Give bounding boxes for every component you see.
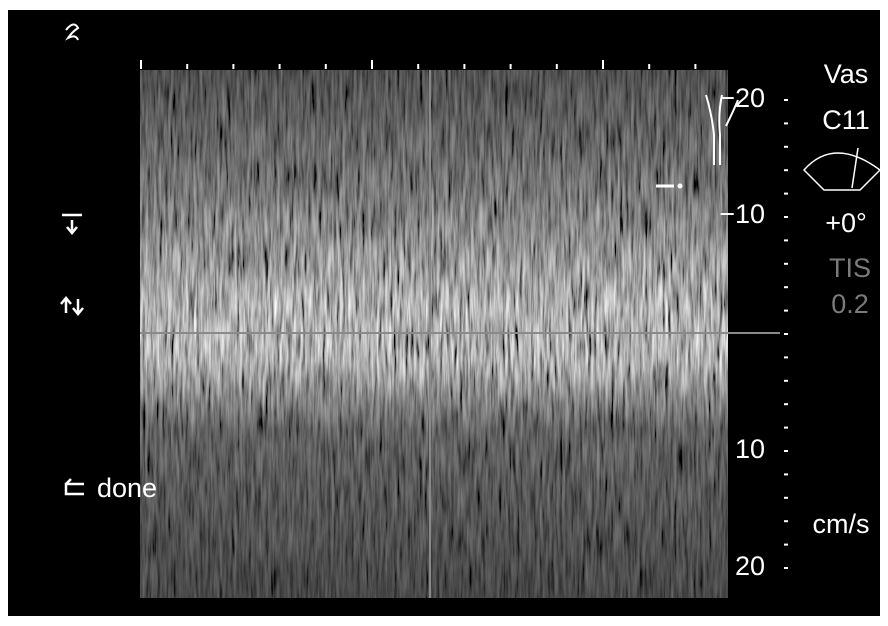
angle: +0° [825,208,867,238]
scale-label: 20 [735,551,765,581]
index-value: 0.2 [831,289,869,319]
preset: Vas [824,59,869,89]
vessel-icon [705,94,739,165]
done-label[interactable]: done [97,473,157,503]
swap-icon [60,296,84,316]
spectrum [140,70,780,598]
logo [65,23,80,41]
scale-label: −20 [719,83,765,113]
scale-label: 10 [735,434,765,464]
return-icon [64,478,84,496]
time-ticks [140,60,697,69]
sample-marker [656,183,683,189]
left-icons [60,213,84,496]
index-label: TIS [829,253,871,283]
scale-label: −10 [719,199,765,229]
probe-icon [802,147,882,191]
scale-unit: cm/s [813,509,870,539]
probe: C11 [822,105,870,135]
scale-ticks [784,99,788,569]
